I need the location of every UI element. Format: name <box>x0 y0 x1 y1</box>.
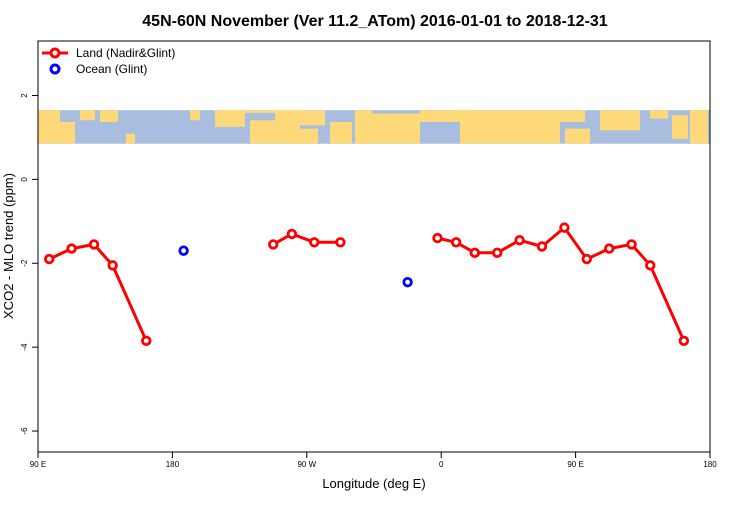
map-land-block <box>355 110 372 144</box>
x-tick-label: 90 E <box>567 460 583 469</box>
series-1 <box>178 245 413 288</box>
y-tick-label: -4 <box>20 343 29 351</box>
map-land-block <box>560 110 585 122</box>
map-land-block <box>126 133 135 144</box>
data-point <box>286 228 298 240</box>
map-land-block <box>275 110 325 126</box>
map-land-block <box>80 110 95 121</box>
data-point <box>268 239 279 250</box>
map-land-block <box>250 120 300 144</box>
map-land-block <box>215 110 245 127</box>
y-axis: 2 0 -2 -4 -6 <box>20 93 38 435</box>
data-point <box>559 222 570 233</box>
data-point <box>432 232 443 244</box>
map-land-block <box>100 110 118 122</box>
data-point <box>678 335 690 347</box>
data-point <box>88 239 100 250</box>
data-point <box>645 260 656 271</box>
x-tick-label: 90 W <box>297 460 316 469</box>
map-land-block <box>460 110 560 144</box>
x-tick-label: 180 <box>703 460 717 469</box>
data-point <box>514 235 525 246</box>
series-layer <box>44 222 690 347</box>
map-land-block <box>420 110 470 122</box>
series-line <box>272 232 341 246</box>
data-point <box>402 276 413 288</box>
legend-land-label: Land (Nadir&Glint) <box>76 46 175 60</box>
legend-entry-ocean: Ocean (Glint) <box>49 62 147 76</box>
legend-entry-land: Land (Nadir&Glint) <box>42 46 175 60</box>
y-tick-label: -2 <box>20 259 29 267</box>
map-land-block <box>190 110 200 121</box>
map-land-block <box>600 110 640 131</box>
data-point <box>626 239 637 250</box>
chart-title: 45N-60N November (Ver 11.2_ATom) 2016-01… <box>142 13 608 30</box>
data-point <box>604 243 615 254</box>
data-point <box>450 237 462 248</box>
map-land-block <box>330 121 352 144</box>
map-land-block <box>220 110 300 113</box>
x-tick-label: 90 E <box>30 460 46 469</box>
y-tick-label: -6 <box>20 427 29 435</box>
data-point <box>492 247 503 258</box>
data-point <box>66 243 77 254</box>
y-tick-label: 2 <box>20 93 29 98</box>
map-land-block <box>300 128 318 144</box>
map-land-block <box>690 110 708 144</box>
x-axis-title: Longitude (deg E) <box>322 476 425 491</box>
legend-land-marker <box>49 47 61 59</box>
data-point <box>141 335 152 347</box>
map-band <box>38 110 710 144</box>
series-0 <box>44 222 690 347</box>
map-land-block <box>650 110 668 119</box>
legend: Land (Nadir&Glint) Ocean (Glint) <box>42 46 175 76</box>
x-tick-label: 0 <box>439 460 444 469</box>
legend-ocean-label: Ocean (Glint) <box>76 62 147 76</box>
map-land <box>38 110 708 144</box>
x-axis: 90 E 180 90 W 0 90 E 180 <box>30 452 717 469</box>
map-land-block <box>672 115 688 139</box>
plot-frame <box>37 40 711 453</box>
map-land-block <box>60 121 75 144</box>
data-point <box>107 260 118 271</box>
legend-ocean-marker <box>49 63 61 75</box>
series-line <box>437 226 686 342</box>
x-tick-label: 180 <box>166 460 180 469</box>
data-point <box>44 253 55 265</box>
data-point <box>335 237 346 248</box>
map-land-block <box>38 110 60 144</box>
map-land-block <box>565 128 590 144</box>
data-point <box>309 237 320 248</box>
y-tick-label: 0 <box>20 177 29 182</box>
data-point <box>536 241 548 252</box>
map-land-block <box>372 113 420 144</box>
data-point <box>469 247 480 258</box>
data-point <box>178 245 189 256</box>
series-line <box>48 242 148 342</box>
data-point <box>581 253 592 265</box>
y-axis-title: XCO2 - MLO trend (ppm) <box>1 173 16 319</box>
